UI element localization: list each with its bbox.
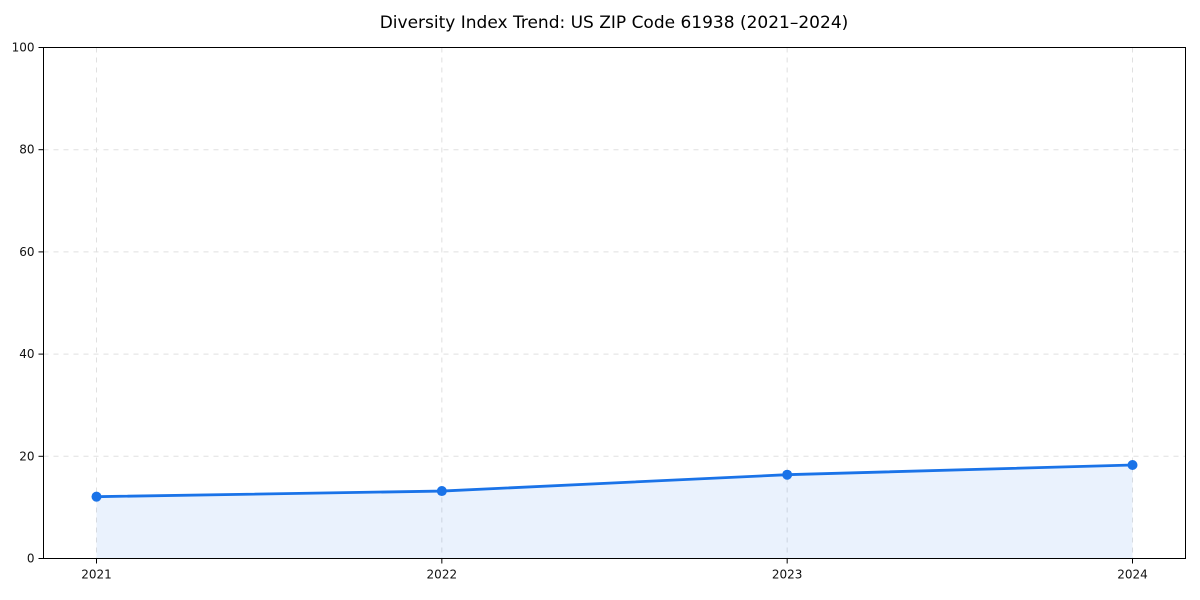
y-tick-label: 20 xyxy=(19,449,34,463)
y-tick-label: 100 xyxy=(12,41,35,55)
data-point-marker xyxy=(1127,459,1138,470)
y-tick-label: 40 xyxy=(19,347,34,361)
data-point-marker xyxy=(436,486,447,497)
y-tick-label: 80 xyxy=(19,143,34,157)
plot-border xyxy=(43,47,1186,559)
data-point-marker xyxy=(782,469,793,480)
chart-title: Diversity Index Trend: US ZIP Code 61938… xyxy=(379,13,849,33)
series-line xyxy=(95,463,1134,499)
y-tick-label: 60 xyxy=(19,245,34,259)
data-point-marker xyxy=(91,491,102,502)
y-tick-label: 0 xyxy=(27,552,35,566)
x-tick-label: 2022 xyxy=(427,568,458,582)
x-tick-label: 2021 xyxy=(81,568,112,582)
x-tick-label: 2024 xyxy=(1117,568,1148,582)
series-area-fill xyxy=(96,464,1133,559)
x-tick-label: 2023 xyxy=(772,568,803,582)
